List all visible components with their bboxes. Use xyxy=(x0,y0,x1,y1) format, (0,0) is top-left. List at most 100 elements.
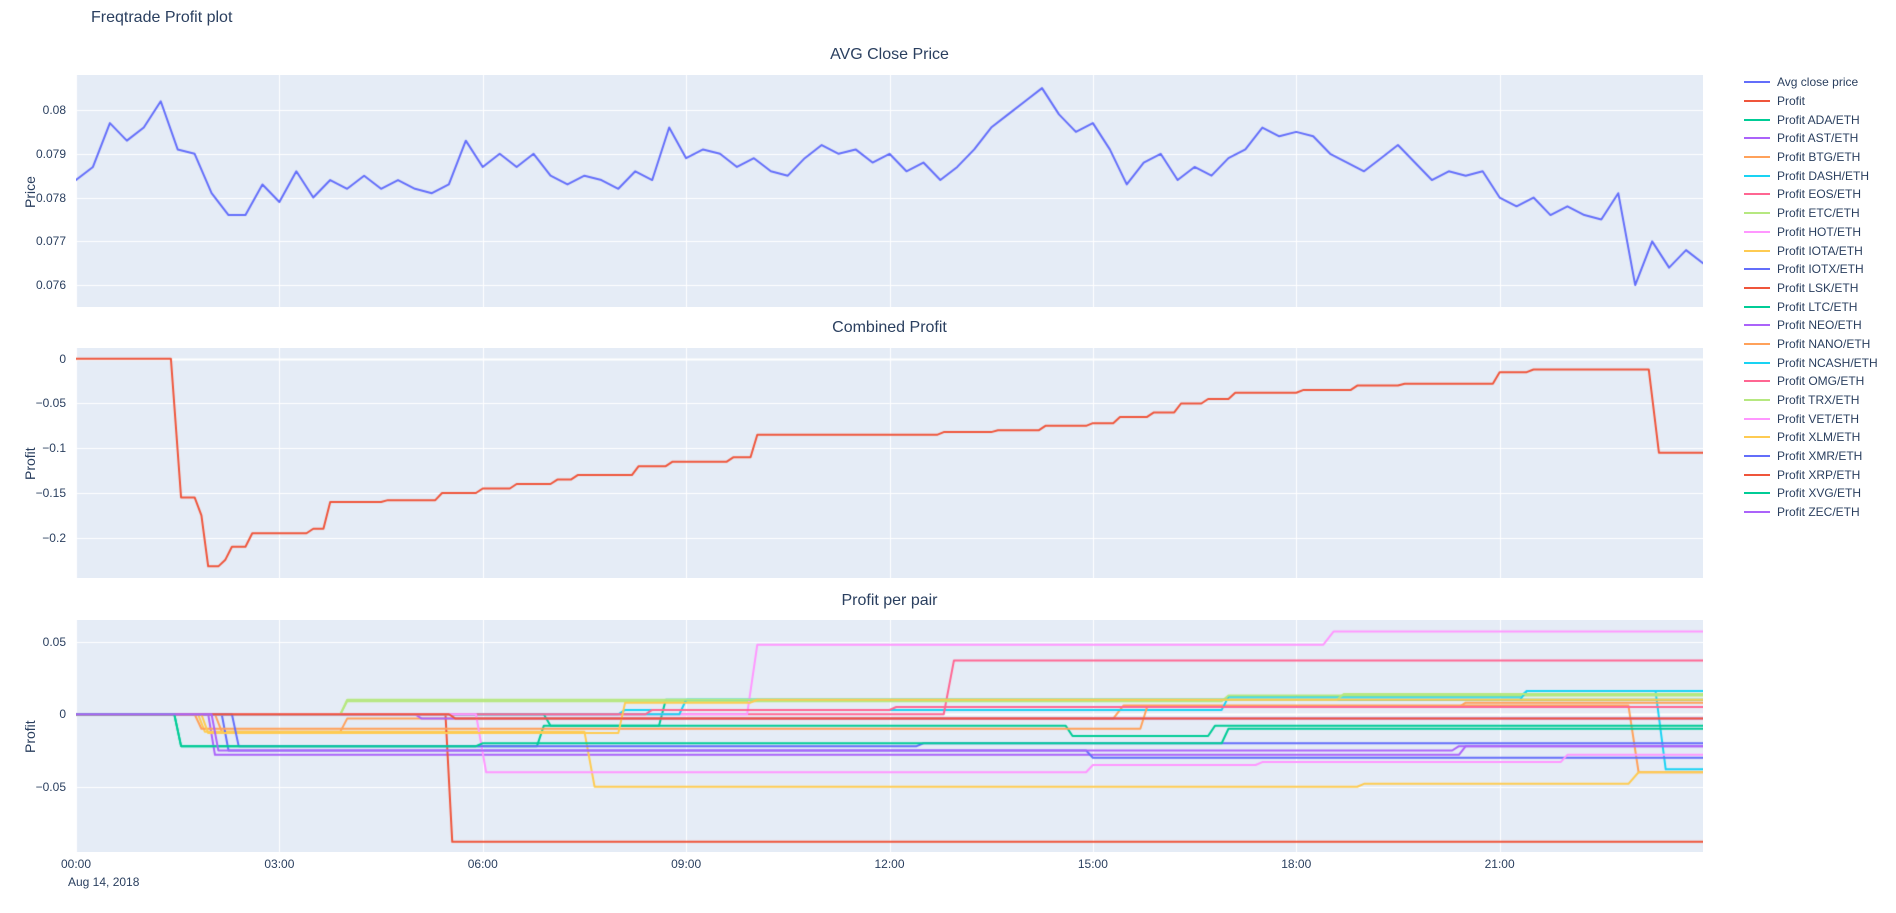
y-tick-label: −0.05 xyxy=(35,396,66,411)
legend-color-swatch xyxy=(1744,230,1770,233)
y-tick-label: 0.079 xyxy=(35,146,66,161)
legend-item-profit-trx-eth[interactable]: Profit TRX/ETH xyxy=(1744,391,1878,410)
legend-color-swatch xyxy=(1744,156,1770,159)
legend-item-label: Profit ZEC/ETH xyxy=(1777,505,1860,520)
legend-color-swatch xyxy=(1744,100,1770,103)
legend-item-label: Avg close price xyxy=(1777,75,1859,90)
y-tick-label: −0.15 xyxy=(35,485,66,500)
legend-item-label: Profit OMG/ETH xyxy=(1777,374,1865,389)
legend-item-profit-neo-eth[interactable]: Profit NEO/ETH xyxy=(1744,316,1878,335)
legend-item-label: Profit NANO/ETH xyxy=(1777,336,1871,351)
legend-color-swatch xyxy=(1744,436,1770,439)
legend-color-swatch xyxy=(1744,417,1770,420)
legend-item-profit-iota-eth[interactable]: Profit IOTA/ETH xyxy=(1744,241,1878,260)
legend-item-profit-hot-eth[interactable]: Profit HOT/ETH xyxy=(1744,223,1878,242)
legend-item-label: Profit XMR/ETH xyxy=(1777,449,1863,464)
legend-item-profit-omg-eth[interactable]: Profit OMG/ETH xyxy=(1744,372,1878,391)
legend-item-label: Profit TRX/ETH xyxy=(1777,393,1860,408)
legend-item-profit-zec-eth[interactable]: Profit ZEC/ETH xyxy=(1744,503,1878,522)
legend-item-label: Profit XVG/ETH xyxy=(1777,486,1862,501)
legend-color-swatch xyxy=(1744,492,1770,495)
legend-item-label: Profit BTG/ETH xyxy=(1777,150,1861,165)
legend-item-profit-ast-eth[interactable]: Profit AST/ETH xyxy=(1744,129,1878,148)
legend-color-swatch xyxy=(1744,305,1770,308)
legend-item-avg-close-price[interactable]: Avg close price xyxy=(1744,73,1878,92)
legend-color-swatch xyxy=(1744,118,1770,121)
legend-item-label: Profit DASH/ETH xyxy=(1777,168,1870,183)
legend-item-profit-xlm-eth[interactable]: Profit XLM/ETH xyxy=(1744,428,1878,447)
legend-color-swatch xyxy=(1744,286,1770,289)
y-tick-label: 0 xyxy=(59,707,66,722)
legend-item-label: Profit NEO/ETH xyxy=(1777,318,1862,333)
legend-color-swatch xyxy=(1744,324,1770,327)
legend-item-label: Profit EOS/ETH xyxy=(1777,187,1862,202)
y-tick-label: 0.077 xyxy=(35,234,66,249)
page-title: Freqtrade Profit plot xyxy=(91,9,233,26)
legend-color-swatch xyxy=(1744,342,1770,345)
legend-item-profit-xvg-eth[interactable]: Profit XVG/ETH xyxy=(1744,484,1878,503)
profit-per-pair-plot-area[interactable] xyxy=(76,620,1703,852)
legend-item-label: Profit AST/ETH xyxy=(1777,131,1859,146)
legend-item-profit-xrp-eth[interactable]: Profit XRP/ETH xyxy=(1744,465,1878,484)
legend-color-swatch xyxy=(1744,137,1770,140)
legend-item-profit-eos-eth[interactable]: Profit EOS/ETH xyxy=(1744,185,1878,204)
y-axis-label-pair-profit: Profit xyxy=(22,720,38,753)
x-axis-date-annotation: Aug 14, 2018 xyxy=(68,875,140,889)
legend-item-label: Profit ETC/ETH xyxy=(1777,206,1860,221)
y-tick-label: −0.05 xyxy=(35,779,66,794)
legend-color-swatch xyxy=(1744,212,1770,215)
legend-item-label: Profit HOT/ETH xyxy=(1777,224,1862,239)
legend-item-label: Profit IOTX/ETH xyxy=(1777,262,1864,277)
legend-item-label: Profit LTC/ETH xyxy=(1777,299,1858,314)
legend-item-label: Profit VET/ETH xyxy=(1777,411,1860,426)
legend-item-profit-ltc-eth[interactable]: Profit LTC/ETH xyxy=(1744,297,1878,316)
legend-item-profit-nano-eth[interactable]: Profit NANO/ETH xyxy=(1744,335,1878,354)
legend-color-swatch xyxy=(1744,455,1770,458)
legend-item-label: Profit LSK/ETH xyxy=(1777,280,1859,295)
y-tick-label: −0.1 xyxy=(42,441,66,456)
legend-item-profit-ncash-eth[interactable]: Profit NCASH/ETH xyxy=(1744,353,1878,372)
legend-item-label: Profit IOTA/ETH xyxy=(1777,243,1863,258)
legend-item-label: Profit NCASH/ETH xyxy=(1777,355,1878,370)
avg-close-price-plot-area[interactable] xyxy=(76,75,1703,307)
x-tick-label: 09:00 xyxy=(671,857,702,871)
legend-item-profit-btg-eth[interactable]: Profit BTG/ETH xyxy=(1744,148,1878,167)
legend-color-swatch xyxy=(1744,399,1770,402)
legend-item-label: Profit XRP/ETH xyxy=(1777,467,1861,482)
legend-item-profit-ada-eth[interactable]: Profit ADA/ETH xyxy=(1744,110,1878,129)
legend-item-profit-xmr-eth[interactable]: Profit XMR/ETH xyxy=(1744,447,1878,466)
legend-color-swatch xyxy=(1744,174,1770,177)
legend-color-swatch xyxy=(1744,81,1770,84)
legend-color-swatch xyxy=(1744,361,1770,364)
combined-profit-plot-area[interactable] xyxy=(76,348,1703,578)
legend-color-swatch xyxy=(1744,473,1770,476)
y-tick-label: 0.08 xyxy=(42,103,66,118)
x-tick-label: 00:00 xyxy=(60,857,92,871)
legend-item-profit-iotx-eth[interactable]: Profit IOTX/ETH xyxy=(1744,260,1878,279)
x-tick-label: 06:00 xyxy=(467,857,498,871)
subplot-title-profit-per-pair: Profit per pair xyxy=(841,592,938,609)
x-tick-label: 12:00 xyxy=(874,857,905,871)
x-tick-label: 03:00 xyxy=(264,857,295,871)
legend-color-swatch xyxy=(1744,380,1770,383)
y-tick-label: 0 xyxy=(59,351,66,366)
subplot-title-avg-close-price: AVG Close Price xyxy=(830,46,949,63)
legend: Avg close price Profit Profit ADA/ETH Profi… xyxy=(1744,73,1878,522)
legend-item-label: Profit xyxy=(1777,94,1806,109)
legend-color-swatch xyxy=(1744,193,1770,196)
legend-color-swatch xyxy=(1744,268,1770,271)
x-tick-label: 18:00 xyxy=(1281,857,1312,871)
y-tick-label: 0.078 xyxy=(35,190,66,205)
legend-item-label: Profit XLM/ETH xyxy=(1777,430,1861,445)
legend-item-label: Profit ADA/ETH xyxy=(1777,112,1860,127)
legend-item-profit-lsk-eth[interactable]: Profit LSK/ETH xyxy=(1744,279,1878,298)
legend-item-profit-etc-eth[interactable]: Profit ETC/ETH xyxy=(1744,204,1878,223)
legend-color-swatch xyxy=(1744,511,1770,514)
y-tick-label: −0.2 xyxy=(42,530,66,545)
legend-item-profit-dash-eth[interactable]: Profit DASH/ETH xyxy=(1744,166,1878,185)
x-tick-label: 15:00 xyxy=(1077,857,1108,871)
y-tick-label: 0.076 xyxy=(35,278,66,293)
legend-item-profit-vet-eth[interactable]: Profit VET/ETH xyxy=(1744,409,1878,428)
x-tick-label: 21:00 xyxy=(1484,857,1515,871)
legend-item-profit[interactable]: Profit xyxy=(1744,92,1878,111)
